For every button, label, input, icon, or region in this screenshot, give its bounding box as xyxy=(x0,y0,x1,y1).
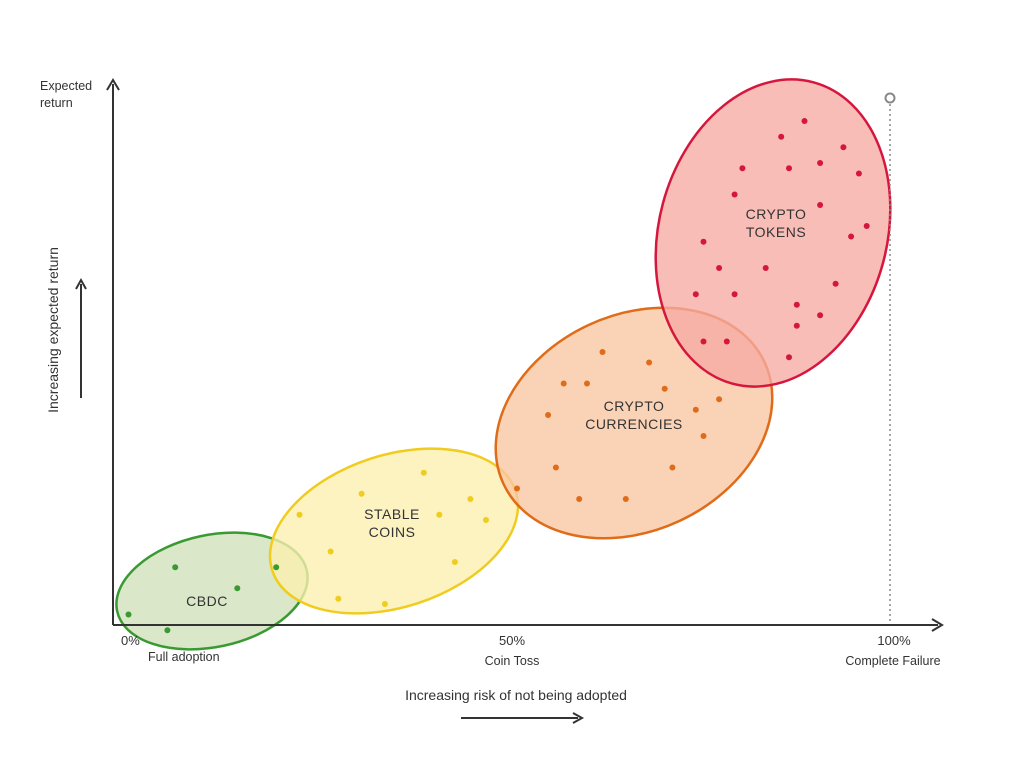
stable-coins-dot xyxy=(467,496,474,502)
stable-coins-dot xyxy=(420,469,427,476)
stable-coins-dot xyxy=(483,517,489,523)
crypto-tokens-dot xyxy=(723,338,730,345)
stable-coins-dot xyxy=(335,595,342,602)
crypto-currencies-dot xyxy=(646,359,653,366)
crypto-tokens-dot xyxy=(832,280,839,287)
stable-coins-dot xyxy=(358,490,365,497)
stable-coins-dot xyxy=(327,548,334,555)
crypto-currencies-dot xyxy=(514,485,520,492)
complete-failure-marker xyxy=(884,92,896,104)
crypto-tokens-dot xyxy=(840,144,847,151)
cluster-labels: CBDC STABLE COINS CRYPTO CURRENCIES CRYPTO TOK… xyxy=(186,206,806,609)
x-axis-arrowhead xyxy=(931,618,944,632)
crypto-currencies-label-line-1: CRYPTO xyxy=(604,398,665,414)
crypto-tokens-label-line-2: TOKENS xyxy=(746,224,806,240)
crypto-tokens-dot xyxy=(793,322,800,329)
x-tick-2-value: 100% xyxy=(877,633,911,648)
stable-coins-label-line-2: COINS xyxy=(369,524,416,540)
crypto-tokens-dot xyxy=(731,191,738,198)
x-axis-title: Increasing risk of not being adopted xyxy=(405,687,627,703)
crypto-tokens-ellipse xyxy=(654,78,892,388)
crypto-tokens-dot xyxy=(762,265,769,271)
cbdc-dot xyxy=(234,585,241,592)
crypto-currencies-dot xyxy=(716,396,723,403)
crypto-tokens-dot xyxy=(855,170,862,177)
crypto-tokens-dot xyxy=(793,301,800,308)
crypto-currencies-dot xyxy=(692,406,699,413)
stable-coins-label-line-1: STABLE xyxy=(364,506,420,522)
x-tick-0-caption: Full adoption xyxy=(148,650,220,664)
stable-coins-dot xyxy=(451,559,458,565)
crypto-tokens-dot xyxy=(786,354,792,361)
crypto-tokens-dot xyxy=(817,160,824,166)
crypto-currencies-dot xyxy=(661,385,668,392)
crypto-currencies-dot xyxy=(622,496,629,502)
cluster-ellipses xyxy=(115,78,892,651)
crypto-tokens-dot xyxy=(692,291,699,298)
axes xyxy=(106,78,944,632)
crypto-tokens-dot xyxy=(817,312,824,319)
y-axis-rotated-label: Increasing expected return xyxy=(45,247,61,413)
crypto-currencies-dot xyxy=(552,464,559,471)
crypto-tokens-dot xyxy=(739,165,746,172)
crypto-tokens-dot xyxy=(700,238,707,245)
crypto-tokens-dot xyxy=(801,118,808,124)
crypto-tokens-dot xyxy=(716,265,723,271)
crypto-tokens-label-line-1: CRYPTO xyxy=(746,206,807,222)
crypto-currencies-dot xyxy=(669,464,676,471)
cbdc-dot xyxy=(164,627,171,634)
crypto-currencies-dot xyxy=(545,412,552,418)
cbdc-label-line-1: CBDC xyxy=(186,593,228,609)
cbdc-dot xyxy=(172,564,179,571)
crypto-currencies-label-line-2: CURRENCIES xyxy=(585,416,683,432)
crypto-tokens-dot xyxy=(700,338,707,345)
crypto-currencies-dot xyxy=(560,380,567,387)
y-direction-arrow-head xyxy=(75,277,87,290)
crypto-tokens-dot xyxy=(778,133,785,140)
crypto-currencies-dot xyxy=(576,496,583,502)
stable-coins-dot xyxy=(381,601,388,607)
y-axis-top-label-line2: return xyxy=(40,96,73,110)
crypto-tokens-dot xyxy=(731,291,738,298)
stable-coins-dot xyxy=(436,511,443,518)
cbdc-dot xyxy=(273,564,280,571)
crypto-tokens-dot xyxy=(848,233,855,240)
crypto-tokens-dot xyxy=(817,202,824,208)
crypto-currencies-dot xyxy=(584,380,590,387)
cbdc-dot xyxy=(125,611,132,618)
x-tick-2-caption: Complete Failure xyxy=(845,654,940,668)
x-direction-arrow-head xyxy=(572,712,585,724)
x-tick-1-value: 50% xyxy=(499,633,525,648)
crypto-tokens-dot xyxy=(863,223,870,229)
crypto-currencies-dot xyxy=(700,433,707,439)
x-tick-0-value: 0% xyxy=(121,633,140,648)
crypto-currencies-dot xyxy=(599,349,606,355)
y-axis-arrowhead xyxy=(106,78,120,91)
crypto-tokens-dot xyxy=(786,165,792,172)
stable-coins-dot xyxy=(296,511,303,518)
cluster-dots xyxy=(125,118,870,634)
x-tick-1-caption: Coin Toss xyxy=(485,654,540,668)
y-axis-top-label-line1: Expected xyxy=(40,79,92,93)
